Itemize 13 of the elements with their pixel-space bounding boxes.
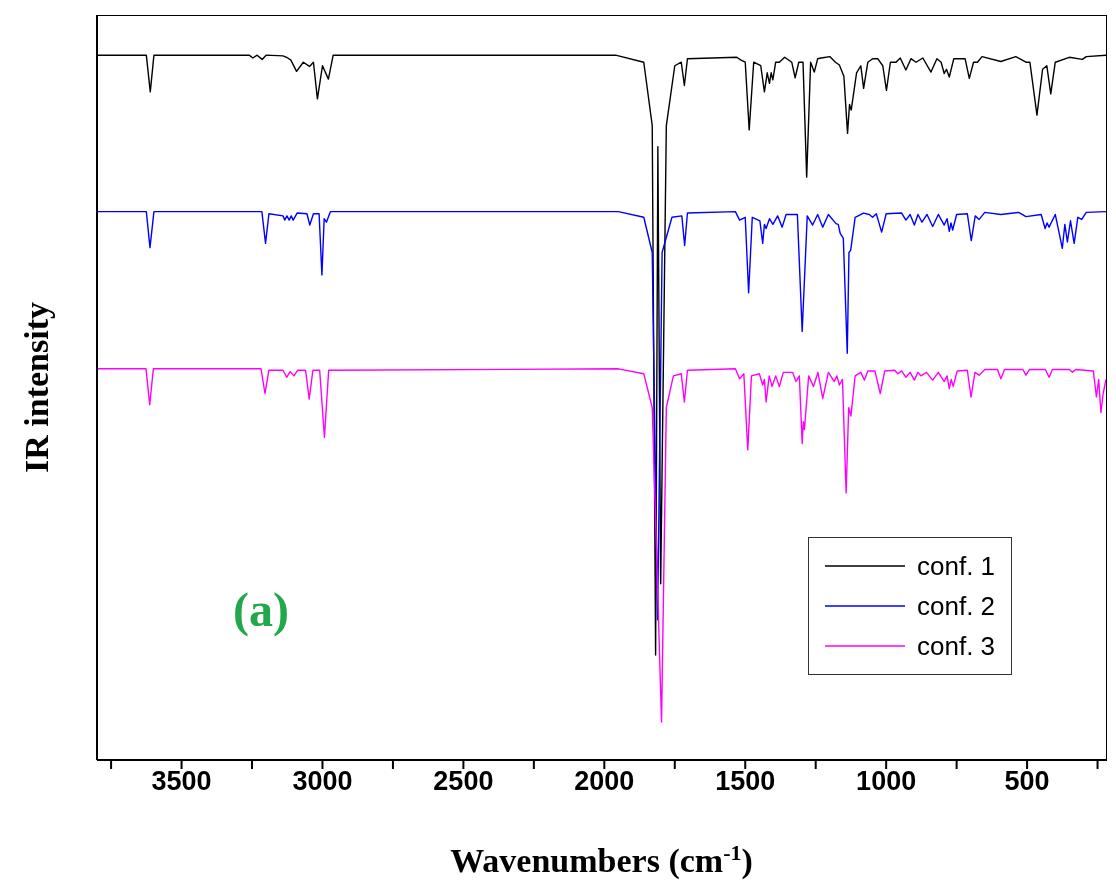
- legend-label: conf. 2: [917, 590, 996, 623]
- legend-label: conf. 3: [917, 630, 996, 663]
- annotation: (a): [223, 578, 299, 641]
- x-axis-title: Wavenumbers (cm$^{-1}$): [450, 839, 753, 880]
- x-tick-label: 2000: [574, 766, 635, 797]
- x-tick-label: 3500: [151, 766, 212, 797]
- x-tick-label: 2500: [433, 766, 494, 797]
- legend-label: conf. 1: [917, 550, 996, 583]
- x-tick-label: 500: [1004, 766, 1050, 797]
- x-tick-label: 1500: [715, 766, 776, 797]
- x-tick-label: 1000: [856, 766, 917, 797]
- y-axis-title: IR intensity: [18, 302, 55, 473]
- x-tick-label: 3000: [292, 766, 353, 797]
